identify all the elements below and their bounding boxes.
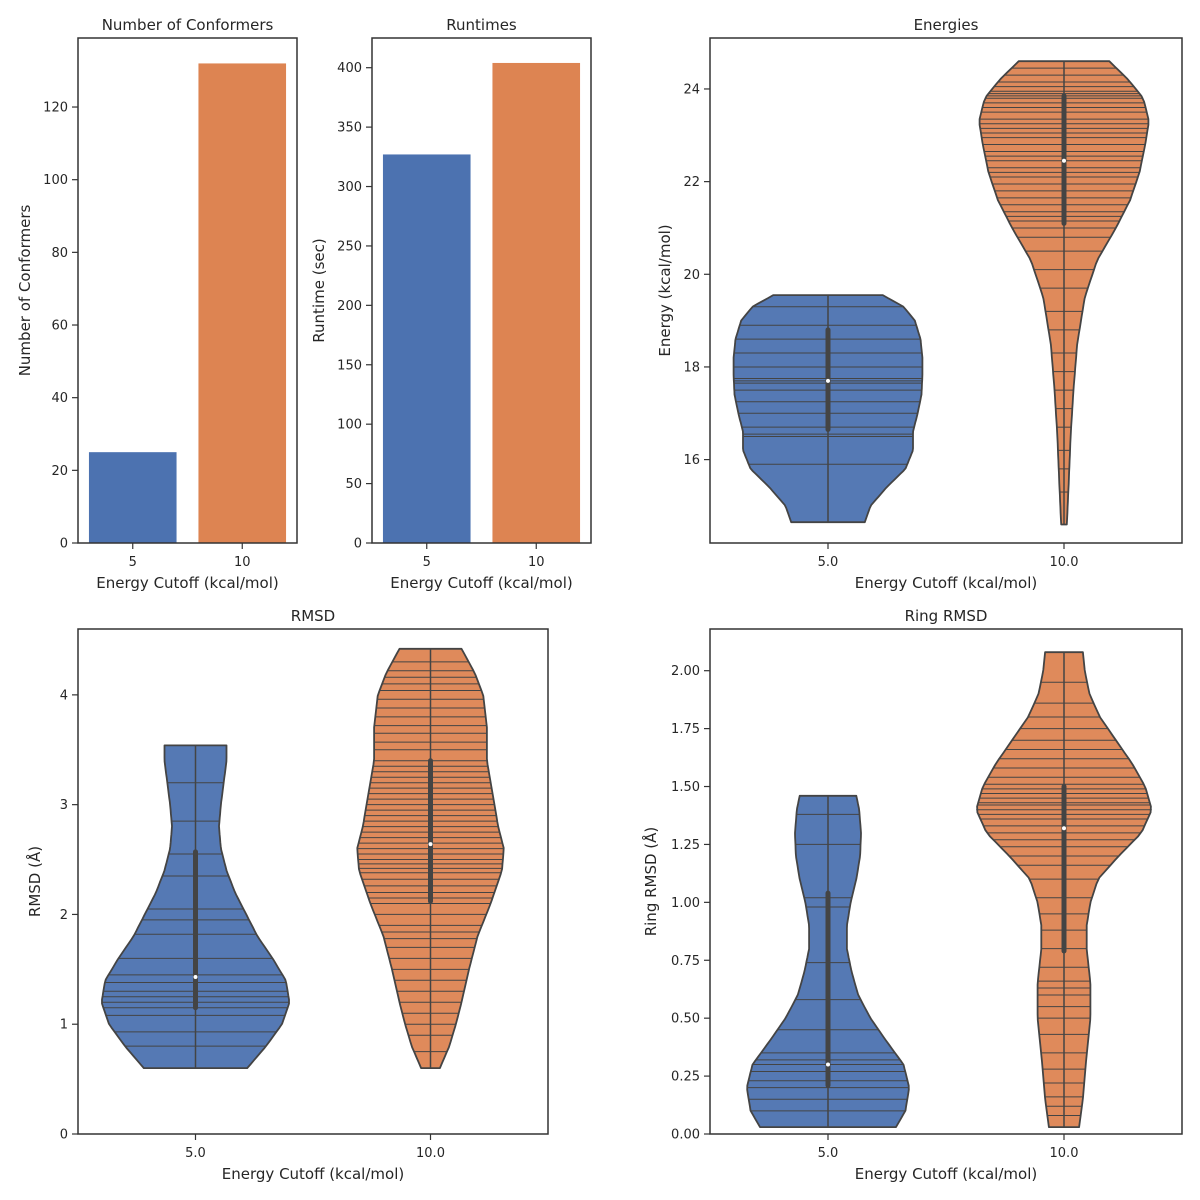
x-tick-label: 5.0 [818,1146,839,1161]
y-tick-label: 100 [43,173,68,188]
subplot-runtimes: 0 50 100 150 200 250 300 350 400 5 10 Runtimes Energ… [310,16,592,592]
y-tick-label: 120 [43,101,68,116]
x-tick-label: 5.0 [818,555,839,570]
y-tick-label: 18 [683,360,700,375]
y-tick-label: 1.25 [671,838,700,853]
median-point [428,842,433,847]
plot-area [732,60,1150,526]
y-tick-label: 22 [683,175,700,190]
axes-frame [77,37,298,544]
x-tick-label: 5.0 [185,1146,206,1161]
y-tick-label: 80 [51,246,68,261]
y-tick-label: 20 [683,268,700,283]
x-axis-label: Energy Cutoff (kcal/mol) [855,1165,1037,1183]
y-tick-label: 2 [60,908,68,923]
chart-title: RMSD [291,607,335,625]
bar-5 [382,154,471,543]
chart-title: Energies [914,16,979,34]
y-tick-label: 3 [60,798,68,813]
y-tick-label: 0 [60,1128,68,1143]
subplot-energies: 16 18 20 22 24 5.0 10.0 Energies Energy Cutoff (… [656,16,1183,592]
median-point [1062,158,1066,163]
violin-10.0 [356,647,505,1069]
y-tick-label: 0 [354,537,362,552]
plot-area [382,62,581,543]
subplot-rmsd: 0 1 2 3 4 5.0 10.0 RMSD Energy Cutoff (kcal/mol)… [25,607,549,1183]
median-point [193,975,198,980]
bar-10 [198,63,287,543]
violin-5.0 [101,744,290,1069]
chart-title: Runtimes [446,16,517,34]
bar-5 [88,452,177,543]
x-axis-label: Energy Cutoff (kcal/mol) [855,574,1037,592]
x-tick-label: 10 [234,555,251,570]
y-tick-label: 24 [683,82,700,97]
axes-frame [709,37,1183,544]
y-tick-label: 20 [51,464,68,479]
x-axis-label: Energy Cutoff (kcal/mol) [390,574,572,592]
violin-5.0 [746,794,910,1128]
median-point [826,378,830,383]
y-tick-label: 0.75 [671,954,700,969]
y-tick-label: 0 [60,537,68,552]
x-tick-label: 10.0 [1050,555,1079,570]
y-tick-label: 16 [683,453,700,468]
y-tick-label: 0.00 [671,1128,700,1143]
subplot-conformers: 0 20 40 60 80 100 120 5 10 Number of Conformers En… [16,16,298,592]
x-axis-label: Energy Cutoff (kcal/mol) [96,574,278,592]
y-tick-label: 50 [345,477,362,492]
median-point [826,1062,830,1067]
subplot-ring_rmsd: 0.00 0.25 0.50 0.75 1.00 1.25 1.50 1.75 2.00 5.0 1… [641,607,1183,1183]
axes-frame [77,628,549,1135]
y-tick-label: 300 [337,180,362,195]
plot-area [88,63,287,543]
y-axis-label: Ring RMSD (Å) [641,827,660,937]
plot-area [101,647,505,1069]
y-axis-label: Runtime (sec) [310,238,328,342]
y-tick-label: 60 [51,319,68,334]
y-tick-label: 40 [51,391,68,406]
x-tick-label: 10 [528,555,545,570]
y-tick-label: 0.25 [671,1070,700,1085]
y-tick-label: 250 [337,239,362,254]
y-tick-label: 1 [60,1018,68,1033]
x-tick-label: 5 [423,555,431,570]
y-tick-label: 400 [337,61,362,76]
y-tick-label: 1.75 [671,722,700,737]
y-axis-label: Energy (kcal/mol) [656,224,674,356]
y-axis-label: Number of Conformers [16,205,34,377]
y-tick-label: 1.00 [671,896,700,911]
y-tick-label: 100 [337,418,362,433]
bar-10 [492,62,581,543]
y-axis-label: RMSD (Å) [25,846,44,917]
plot-area [746,651,1152,1128]
y-tick-label: 2.00 [671,664,700,679]
x-tick-label: 10.0 [416,1146,445,1161]
y-tick-label: 200 [337,299,362,314]
y-tick-label: 0.50 [671,1012,700,1027]
violin-5.0 [732,294,924,524]
chart-title: Number of Conformers [102,16,274,34]
violin-10.0 [978,60,1150,526]
y-tick-label: 4 [60,688,68,703]
x-tick-label: 10.0 [1050,1146,1079,1161]
y-tick-label: 150 [337,358,362,373]
x-tick-label: 5 [129,555,137,570]
chart-title: Ring RMSD [905,607,988,625]
y-tick-label: 1.50 [671,780,700,795]
y-tick-label: 350 [337,121,362,136]
axes-frame [709,628,1183,1135]
violin-10.0 [976,651,1152,1128]
x-axis-label: Energy Cutoff (kcal/mol) [222,1165,404,1183]
axes-frame [371,37,592,544]
median-point [1062,826,1066,831]
